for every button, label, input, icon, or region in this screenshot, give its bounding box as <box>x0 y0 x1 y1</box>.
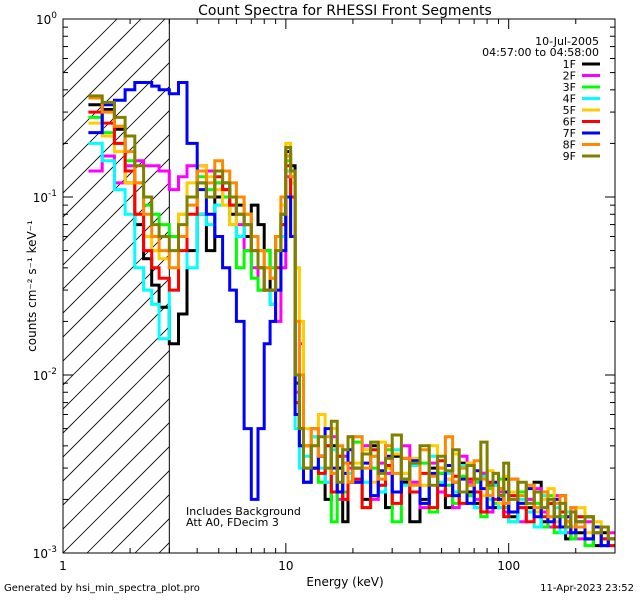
y-axis-label: counts cm⁻² s⁻¹ keV⁻¹ <box>25 220 39 352</box>
annotation-attenuator: Att A0, FDecim 3 <box>186 516 279 529</box>
plot-frame <box>62 18 616 554</box>
series-line-4f <box>88 141 615 548</box>
legend-label-9f: 9F <box>563 150 576 163</box>
x-tick-label: 10 <box>278 559 293 573</box>
legend-label-3f: 3F <box>563 81 576 94</box>
y-tick-label: 100 <box>36 11 57 27</box>
series-lines <box>88 81 615 548</box>
annotation-background: Includes Background <box>186 505 301 518</box>
date-label: 10-Jul-2005 <box>535 35 599 48</box>
legend-label-5f: 5F <box>563 104 576 117</box>
background-region <box>63 19 170 553</box>
legend-label-6f: 6F <box>563 116 576 129</box>
footer-generator: Generated by hsi_min_spectra_plot.pro <box>4 583 200 594</box>
time-range-label: 04:57:00 to 04:58:00 <box>482 46 599 59</box>
series-line-2f <box>88 154 615 548</box>
legend-label-1f: 1F <box>563 58 576 71</box>
series-line-9f <box>88 94 615 541</box>
x-axis-label: Energy (keV) <box>306 575 383 589</box>
y-tick-label: 10-1 <box>33 189 57 205</box>
x-tick-label: 100 <box>497 559 520 573</box>
y-tick-label: 10-2 <box>33 367 57 383</box>
legend-label-4f: 4F <box>563 93 576 106</box>
axes: 1 10 100 10-3 10-2 10-1 100 <box>33 11 616 573</box>
y-tick-label: 10-3 <box>33 545 57 561</box>
x-tick-label: 1 <box>59 559 67 573</box>
legend-label-7f: 7F <box>563 127 576 140</box>
legend-label-8f: 8F <box>563 139 576 152</box>
chart-title: Count Spectra for RHESSI Front Segments <box>198 3 492 19</box>
footer-timestamp: 11-Apr-2023 23:52 <box>540 583 634 594</box>
legend-label-2f: 2F <box>563 70 576 83</box>
hatch-lines <box>63 19 170 553</box>
